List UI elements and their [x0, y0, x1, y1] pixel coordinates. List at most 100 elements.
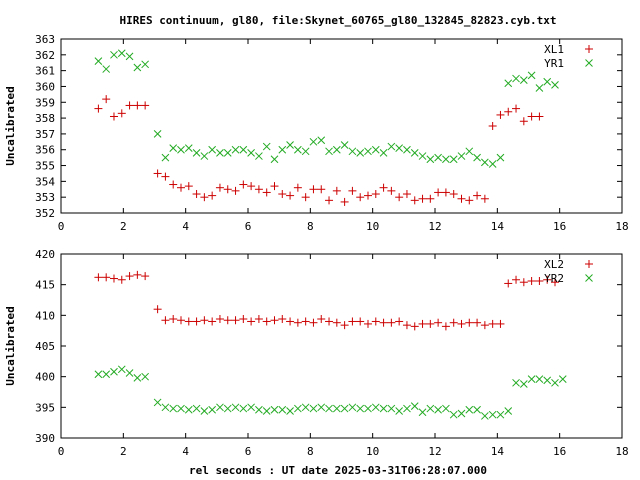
data-point-yr2: [200, 407, 209, 415]
data-point-xl2: [239, 315, 248, 324]
series-yr2: [94, 365, 567, 420]
top-y-tick-label: 362: [35, 49, 55, 62]
data-point-yr1: [512, 74, 520, 83]
data-point-yr1: [141, 60, 150, 69]
data-point-yr1: [247, 149, 255, 157]
data-point-yr2: [356, 404, 365, 413]
data-point-xl1: [293, 183, 302, 192]
data-point-xl1: [418, 194, 427, 203]
data-point-yr1: [340, 141, 349, 149]
data-point-yr2: [278, 405, 287, 414]
data-point-yr1: [543, 77, 552, 86]
data-point-xl2: [153, 305, 162, 314]
data-point-xl2: [395, 317, 404, 326]
top-y-axis-label: Uncalibrated: [4, 86, 17, 165]
data-point-xl1: [395, 193, 404, 202]
data-point-yr1: [465, 147, 474, 156]
top-y-tick-label: 352: [35, 207, 55, 220]
data-point-xl2: [141, 272, 150, 281]
data-point-xl1: [434, 188, 443, 197]
data-point-xl1: [254, 185, 263, 194]
data-point-yr1: [364, 147, 372, 156]
bottom-y-tick-label: 415: [35, 279, 55, 292]
data-point-xl1: [262, 188, 271, 197]
data-point-xl1: [519, 117, 528, 126]
data-point-yr1: [442, 155, 450, 164]
data-point-xl2: [496, 319, 505, 328]
data-point-xl2: [473, 318, 482, 327]
legend-marker-xl2: [585, 260, 593, 268]
data-point-yr2: [110, 367, 118, 376]
data-point-yr1: [239, 145, 248, 154]
data-point-yr1: [294, 145, 302, 154]
data-point-xl2: [535, 276, 544, 285]
data-point-xl2: [387, 318, 396, 327]
data-point-xl1: [488, 122, 497, 130]
top-x-tick-label: 14: [491, 220, 505, 233]
data-point-xl2: [192, 317, 201, 326]
data-point-yr2: [395, 407, 404, 415]
data-point-yr2: [496, 410, 505, 419]
top-y-tick-label: 357: [35, 128, 55, 141]
data-point-xl1: [340, 197, 349, 206]
data-point-xl2: [550, 278, 559, 287]
data-point-yr1: [418, 152, 427, 160]
data-point-xl1: [270, 182, 279, 191]
data-point-yr1: [527, 71, 536, 80]
data-point-yr1: [262, 142, 271, 151]
top-y-tick-label: 358: [35, 112, 55, 125]
data-point-yr2: [117, 365, 126, 374]
data-point-xl2: [270, 316, 279, 325]
data-point-xl1: [133, 101, 142, 110]
data-point-xl1: [223, 185, 232, 194]
data-point-xl1: [102, 95, 111, 104]
data-point-xl2: [262, 317, 271, 326]
bottom-y-tick-label: 405: [35, 340, 55, 353]
data-point-xl1: [426, 194, 435, 203]
data-point-yr1: [332, 145, 341, 154]
data-point-yr1: [551, 81, 559, 89]
data-point-yr1: [371, 145, 380, 154]
data-point-yr2: [340, 404, 349, 413]
data-point-xl1: [465, 196, 474, 205]
legend-label-xl2: XL2: [544, 258, 564, 271]
top-x-tick-label: 4: [182, 220, 189, 233]
data-point-xl1: [309, 185, 318, 194]
data-point-yr2: [504, 407, 513, 415]
data-point-xl2: [457, 319, 466, 328]
bottom-x-tick-label: 10: [366, 445, 379, 458]
data-point-xl2: [169, 315, 178, 324]
bottom-x-tick-label: 8: [307, 445, 314, 458]
data-point-xl1: [356, 193, 365, 202]
data-point-yr2: [247, 403, 255, 412]
data-point-xl1: [402, 190, 411, 199]
legend-label-xl1: XL1: [544, 43, 564, 56]
bottom-x-tick-label: 6: [245, 445, 252, 458]
data-point-xl1: [169, 180, 178, 189]
legend-label-yr2: YR2: [544, 272, 564, 285]
data-point-yr2: [418, 408, 427, 417]
data-point-xl2: [286, 317, 295, 326]
data-point-xl1: [325, 196, 334, 205]
data-point-yr1: [216, 149, 224, 157]
data-point-xl1: [387, 186, 396, 195]
data-point-xl2: [133, 270, 142, 279]
series-xl1: [94, 95, 544, 206]
bottom-x-tick-label: 0: [58, 445, 65, 458]
data-point-xl2: [543, 275, 552, 284]
data-point-yr2: [348, 403, 357, 412]
x-axis-label: rel seconds : UT date 2025-03-31T06:28:0…: [189, 464, 487, 477]
data-point-xl2: [426, 319, 435, 328]
data-point-xl1: [161, 172, 170, 181]
data-point-xl1: [153, 169, 162, 178]
data-point-xl2: [379, 318, 388, 327]
data-point-yr1: [286, 141, 294, 149]
data-point-xl2: [278, 315, 287, 324]
bottom-x-tick-label: 16: [553, 445, 566, 458]
data-point-xl1: [125, 101, 134, 110]
data-point-yr1: [161, 153, 170, 162]
data-point-xl2: [363, 319, 372, 328]
legend-label-yr1: YR1: [544, 57, 564, 70]
data-point-xl2: [102, 273, 111, 282]
data-point-xl1: [449, 190, 458, 199]
